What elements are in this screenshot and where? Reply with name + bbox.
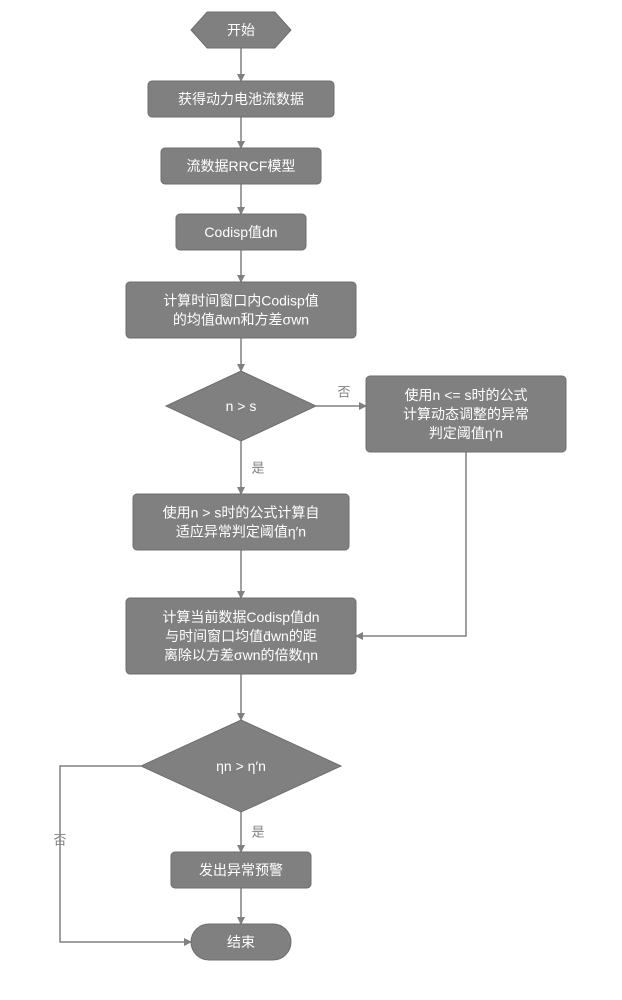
- node-label: 计算动态调整的异常: [403, 406, 529, 422]
- node-use_le: 使用n <= s时的公式计算动态调整的异常判定阈值η′n: [366, 376, 566, 452]
- node-rrcf: 流数据RRCF模型: [161, 148, 321, 184]
- node-label: n > s: [226, 398, 257, 414]
- edge-label: 是: [251, 825, 264, 840]
- node-label: 使用n <= s时的公式: [405, 387, 528, 403]
- node-label: 获得动力电池流数据: [178, 91, 304, 107]
- node-label: 的均值d̄wn和方差σwn: [173, 311, 309, 327]
- node-label: 流数据RRCF模型: [187, 158, 296, 174]
- node-dec_eta: ηn > η′n: [141, 720, 341, 812]
- node-start: 开始: [191, 12, 291, 48]
- node-label: 与时间窗口均值d̄wn的距: [165, 628, 317, 644]
- node-label: 计算时间窗口内Codisp值: [163, 293, 319, 309]
- flowchart: 开始获得动力电池流数据流数据RRCF模型 Codisp值dn 计算时间窗口内Codi…: [0, 0, 622, 1000]
- edge-label: 否: [53, 833, 66, 848]
- node-label: 离除以方差σwn的倍数ηn: [164, 647, 318, 663]
- flow-arrow: [356, 452, 466, 636]
- node-label: 判定阈值η′n: [429, 425, 503, 441]
- node-dec_ns: n > s: [166, 371, 316, 441]
- node-label: 使用n > s时的公式计算自: [163, 505, 320, 521]
- node-use_gt: 使用n > s时的公式计算自适应异常判定阈值η′n: [133, 494, 349, 550]
- node-label: 开始: [227, 22, 255, 38]
- edge-label: 是: [251, 461, 264, 476]
- node-end: 结束: [191, 924, 291, 960]
- node-meanvar: 计算时间窗口内Codisp值的均值d̄wn和方差σwn: [126, 282, 356, 338]
- node-label: ηn > η′n: [216, 758, 266, 774]
- node-label: Codisp值dn: [204, 224, 277, 240]
- node-alert: 发出异常预警: [171, 852, 311, 888]
- node-label: 适应异常判定阈值η′n: [176, 523, 306, 539]
- node-label: 发出异常预警: [199, 862, 283, 878]
- node-label: 计算当前数据Codisp值dn: [162, 609, 319, 625]
- node-codisp: Codisp值dn: [176, 214, 306, 250]
- node-calc_eta: 计算当前数据Codisp值dn 与时间窗口均值d̄wn的距离除以方差σwn的倍数η…: [126, 598, 356, 674]
- edge-label: 否: [337, 385, 350, 400]
- node-label: 结束: [227, 934, 255, 950]
- node-acq: 获得动力电池流数据: [148, 81, 334, 117]
